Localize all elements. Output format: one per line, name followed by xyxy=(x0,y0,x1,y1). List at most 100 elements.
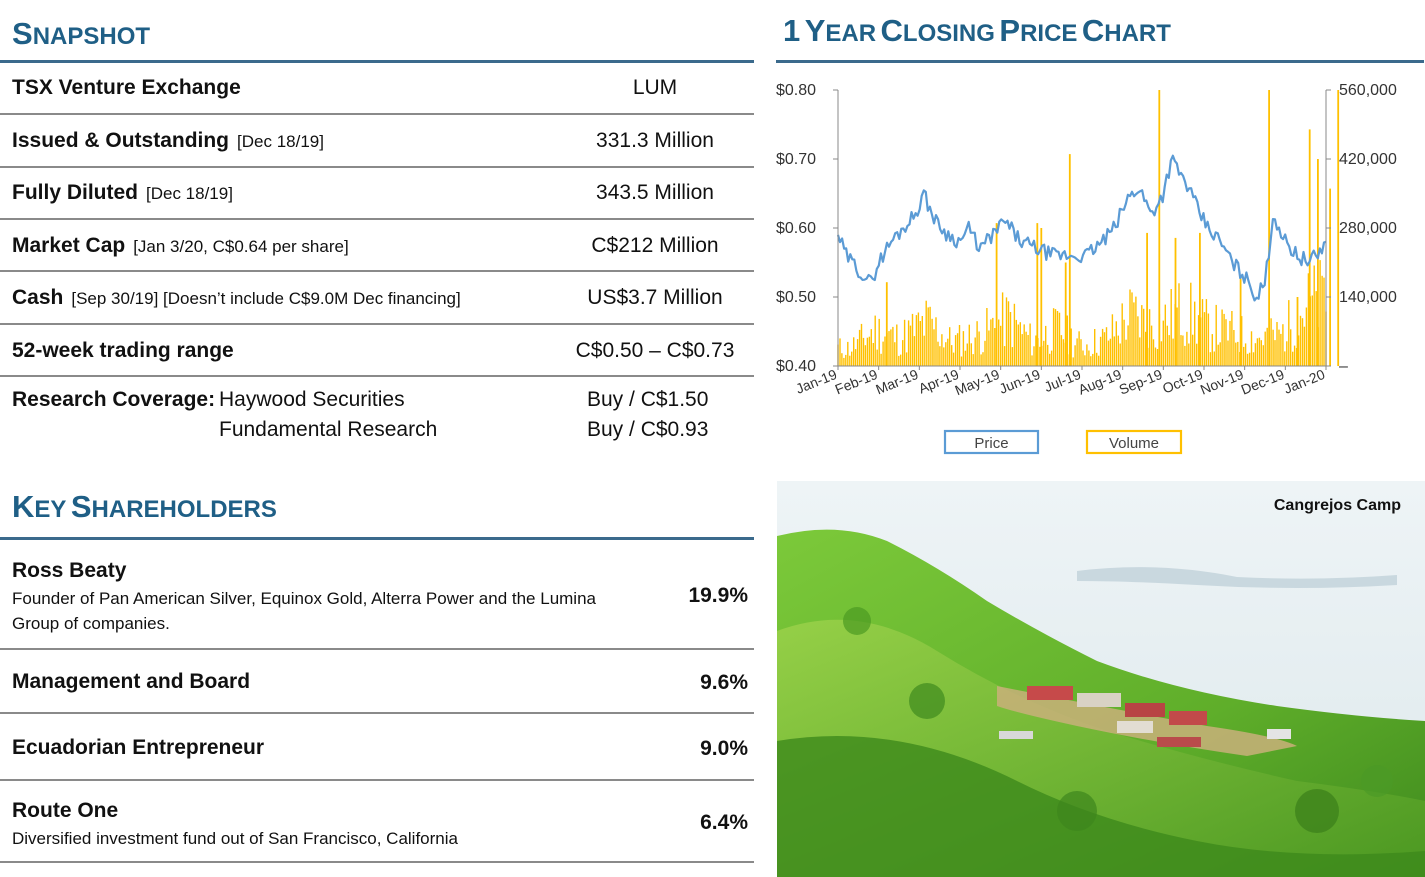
snapshot-value: LUM xyxy=(632,76,678,99)
row-divider xyxy=(0,113,754,115)
volume-bar xyxy=(872,343,874,366)
volume-bar xyxy=(1013,303,1016,366)
shareholder-pct: 9.0% xyxy=(700,737,748,760)
x-tick-label: Feb-19 xyxy=(833,366,880,398)
volume-bar xyxy=(1213,351,1215,366)
volume-bar xyxy=(998,319,1000,366)
volume-bar xyxy=(1196,343,1198,366)
volume-bar xyxy=(941,334,943,366)
volume-bar xyxy=(1293,345,1296,366)
volume-bar xyxy=(1194,301,1196,366)
camp-building xyxy=(1117,721,1153,733)
volume-bar xyxy=(933,329,935,366)
volume-bar xyxy=(1135,296,1137,366)
volume-bar xyxy=(966,343,968,366)
volume-bar xyxy=(1066,315,1068,366)
volume-bar xyxy=(1111,314,1114,366)
volume-bar xyxy=(925,300,927,366)
volume-bar xyxy=(1297,335,1300,366)
volume-bar xyxy=(851,351,853,366)
x-tick-label: Mar-19 xyxy=(873,366,920,398)
volume-bar xyxy=(929,306,931,366)
volume-bar xyxy=(1301,318,1304,366)
volume-spike xyxy=(1308,129,1311,366)
volume-bar xyxy=(1107,340,1110,366)
camp-building xyxy=(1157,737,1201,747)
volume-bar xyxy=(1017,324,1019,366)
right-tick-label: 140,000 xyxy=(1339,289,1397,306)
volume-bar xyxy=(1168,335,1170,366)
volume-bar xyxy=(1143,308,1145,366)
shareholders-title: KEY SHAREHOLDERS xyxy=(12,489,277,524)
volume-bar xyxy=(1258,337,1261,366)
volume-bar xyxy=(1288,300,1290,366)
volume-bar xyxy=(1084,355,1086,366)
volume-bar xyxy=(1021,334,1023,366)
volume-bar xyxy=(1201,299,1204,366)
right-tick-label: 560,000 xyxy=(1339,82,1397,99)
legend-price-box xyxy=(943,429,1040,455)
volume-bar xyxy=(1035,335,1037,366)
chart-title-rule xyxy=(776,60,1424,63)
volume-bar xyxy=(954,335,957,366)
volume-bar xyxy=(962,331,965,366)
volume-bar xyxy=(1058,312,1061,366)
volume-bar xyxy=(915,315,918,366)
coverage-rating: Buy / C$1.50 xyxy=(587,388,709,411)
camp-building xyxy=(1267,729,1291,739)
coverage-label: Research Coverage: xyxy=(12,388,216,411)
x-tick-label: Jun-19 xyxy=(997,366,1043,397)
volume-bar xyxy=(1031,355,1033,366)
row-divider xyxy=(0,270,754,272)
volume-bar xyxy=(1080,339,1082,366)
volume-bar xyxy=(921,316,923,366)
volume-bar xyxy=(1099,336,1102,366)
volume-bar xyxy=(896,324,898,366)
volume-bar xyxy=(1246,353,1249,366)
volume-bar xyxy=(1115,321,1117,366)
shareholder-name: Route One xyxy=(12,799,119,822)
volume-bar xyxy=(972,354,974,366)
snapshot-row-market-cap: Market Cap [Jan 3/20, C$0.64 per share] C… xyxy=(0,220,754,272)
volume-bar xyxy=(1160,341,1163,366)
coverage-firm: Fundamental Research xyxy=(219,418,438,441)
volume-spike xyxy=(1296,297,1299,366)
chart-legend: Price Volume xyxy=(943,429,1183,455)
volume-bar xyxy=(1233,330,1235,366)
volume-bar xyxy=(1056,311,1059,366)
volume-bar xyxy=(927,307,929,366)
left-tick-label: $0.40 xyxy=(776,358,816,375)
volume-bar xyxy=(1009,312,1012,366)
volume-bar xyxy=(964,350,967,366)
volume-bar xyxy=(880,353,882,366)
volume-bar xyxy=(1113,336,1115,366)
x-tick-label: Apr-19 xyxy=(916,366,961,397)
volume-spike xyxy=(1068,154,1071,366)
volume-bar xyxy=(958,325,961,366)
left-tick-label: $0.70 xyxy=(776,151,816,168)
volume-spike xyxy=(1337,90,1340,366)
volume-bar xyxy=(849,355,851,366)
volume-bar xyxy=(1001,292,1004,366)
volume-bar xyxy=(917,312,920,366)
volume-bar xyxy=(1280,333,1282,366)
shareholder-pct: 6.4% xyxy=(700,811,748,834)
volume-bar xyxy=(984,340,986,366)
volume-bar xyxy=(1070,328,1072,366)
volume-bar xyxy=(1096,352,1098,366)
volume-bar xyxy=(919,321,921,366)
x-tick-label: Dec-19 xyxy=(1239,366,1287,398)
volume-bar xyxy=(1321,275,1323,366)
volume-bar xyxy=(1323,277,1325,366)
volume-bar xyxy=(1197,315,1200,366)
volume-bar xyxy=(1178,283,1180,366)
volume-bar xyxy=(1319,260,1321,366)
x-tick-label: Jan-20 xyxy=(1281,366,1327,397)
camp-building xyxy=(1169,711,1207,725)
price-line xyxy=(836,154,1327,302)
volume-bar xyxy=(1076,338,1078,366)
volume-bar xyxy=(1217,344,1219,366)
volume-bar xyxy=(1243,346,1245,366)
volume-bar xyxy=(1119,343,1121,366)
coverage-firm: Haywood Securities xyxy=(219,388,405,411)
